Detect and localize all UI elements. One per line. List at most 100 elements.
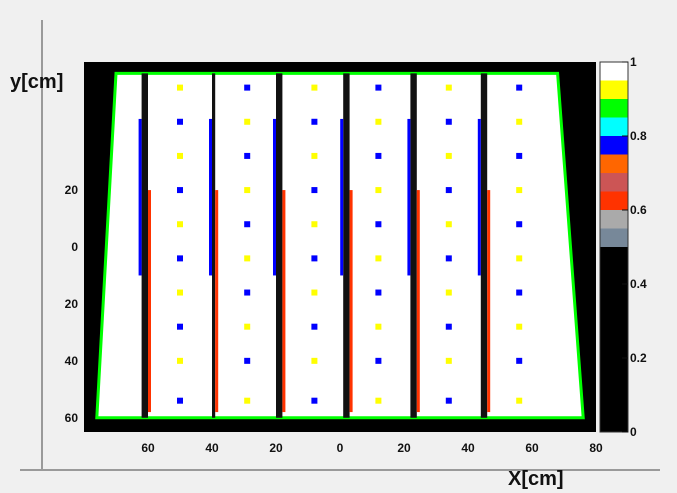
colorbar-band-4 bbox=[600, 136, 628, 155]
colorbar-band-0 bbox=[600, 62, 628, 81]
y-tick-label: 0 bbox=[71, 240, 78, 254]
panel-gap-2 bbox=[212, 73, 216, 418]
spot-r8-c1 bbox=[244, 357, 251, 364]
x-tick-label: 20 bbox=[269, 441, 283, 455]
spot-r9-c5 bbox=[516, 397, 523, 404]
panel-gap-5-left-rim bbox=[407, 118, 411, 276]
colorbar-tick-label: 0.2 bbox=[630, 351, 647, 365]
spot-r2-c1 bbox=[244, 152, 251, 159]
y-tick-label: 20 bbox=[65, 297, 79, 311]
colorbar-tick-label: 0 bbox=[630, 425, 637, 439]
colorbar-tick-label: 0.8 bbox=[630, 129, 647, 143]
panel-gap-1-right-rim bbox=[148, 190, 151, 413]
colorbar-band-5 bbox=[600, 154, 628, 173]
spot-r6-c5 bbox=[516, 289, 523, 296]
spot-r2-c5 bbox=[516, 152, 523, 159]
spot-r3-c2 bbox=[311, 187, 318, 194]
colorbar-band-9 bbox=[600, 228, 628, 247]
spot-r8-c3 bbox=[375, 357, 382, 364]
colorbar-band-2 bbox=[600, 99, 628, 118]
spot-r1-c3 bbox=[375, 118, 382, 125]
spot-r4-c5 bbox=[516, 221, 523, 228]
colorbar-band-8 bbox=[600, 210, 628, 229]
spot-r6-c4 bbox=[445, 289, 452, 296]
x-tick-label: 40 bbox=[205, 441, 219, 455]
spot-r7-c3 bbox=[375, 323, 382, 330]
spot-r1-c0 bbox=[177, 118, 183, 125]
x-tick-label: 40 bbox=[461, 441, 475, 455]
colorbar-tick-label: 0.4 bbox=[630, 277, 647, 291]
spot-r0-c1 bbox=[244, 84, 251, 91]
panel-gap-2-left-rim bbox=[209, 118, 212, 276]
colorbar-band-6 bbox=[600, 173, 628, 192]
spot-r9-c2 bbox=[311, 397, 318, 404]
x-axis-label: X[cm] bbox=[508, 468, 564, 490]
panel-gap-4-right-rim bbox=[349, 190, 353, 413]
spot-r6-c0 bbox=[177, 289, 183, 296]
spot-r5-c3 bbox=[375, 255, 382, 262]
panel-gap-1 bbox=[141, 73, 148, 418]
spot-r8-c0 bbox=[177, 357, 183, 364]
spot-r3-c0 bbox=[177, 187, 183, 194]
colorbar-band-7 bbox=[600, 191, 628, 210]
panel-gap-3-right-rim bbox=[282, 190, 286, 413]
spot-r5-c5 bbox=[516, 255, 523, 262]
panel-gap-6 bbox=[480, 73, 488, 418]
spot-r5-c2 bbox=[311, 255, 318, 262]
panel-gap-6-right-rim bbox=[487, 190, 491, 413]
spot-r7-c5 bbox=[516, 323, 523, 330]
colorbar-tick-label: 1 bbox=[630, 55, 637, 69]
spot-r9-c4 bbox=[445, 397, 452, 404]
colorbar-tick-label: 0.6 bbox=[630, 203, 647, 217]
colorbar-band-10 bbox=[600, 247, 628, 432]
spot-r4-c2 bbox=[311, 221, 318, 228]
spot-r0-c2 bbox=[311, 84, 318, 91]
spot-r2-c4 bbox=[445, 152, 452, 159]
spot-r3-c1 bbox=[244, 187, 251, 194]
spot-r3-c5 bbox=[516, 187, 523, 194]
spot-r2-c3 bbox=[375, 152, 382, 159]
spot-r7-c4 bbox=[445, 323, 452, 330]
spot-r4-c4 bbox=[445, 221, 452, 228]
panel-gap-3 bbox=[276, 73, 283, 418]
spot-r3-c3 bbox=[375, 187, 382, 194]
spot-r2-c2 bbox=[311, 152, 318, 159]
spot-r4-c0 bbox=[177, 221, 183, 228]
y-tick-label: 60 bbox=[65, 411, 79, 425]
spot-r2-c0 bbox=[177, 152, 183, 159]
panel-gap-5 bbox=[410, 73, 417, 418]
y-tick-labels: 20 0 20 40 60 bbox=[65, 183, 79, 425]
x-tick-label: 60 bbox=[525, 441, 539, 455]
spot-r6-c3 bbox=[375, 289, 382, 296]
spot-r9-c3 bbox=[375, 397, 382, 404]
x-tick-label: 0 bbox=[337, 441, 344, 455]
spot-r5-c0 bbox=[177, 255, 183, 262]
colorbar-band-1 bbox=[600, 80, 628, 99]
spot-r1-c1 bbox=[244, 118, 251, 125]
spot-r5-c4 bbox=[445, 255, 452, 262]
spot-r8-c5 bbox=[516, 357, 523, 364]
spot-r3-c4 bbox=[445, 187, 452, 194]
spot-r7-c2 bbox=[311, 323, 318, 330]
spot-r0-c0 bbox=[177, 84, 183, 91]
spot-r7-c0 bbox=[177, 323, 183, 330]
spot-r6-c1 bbox=[244, 289, 251, 296]
spot-r7-c1 bbox=[244, 323, 251, 330]
spot-r8-c2 bbox=[311, 357, 318, 364]
spot-r0-c4 bbox=[445, 84, 452, 91]
x-tick-label: 20 bbox=[397, 441, 411, 455]
efficiency-spots bbox=[177, 84, 523, 404]
panel-gap-4-left-rim bbox=[340, 118, 344, 276]
x-tick-labels: 60 40 20 0 20 40 60 80 bbox=[141, 441, 603, 455]
spot-r1-c5 bbox=[516, 118, 523, 125]
spot-r0-c3 bbox=[375, 84, 382, 91]
panel-gap-5-right-rim bbox=[416, 190, 420, 413]
panel-gap-6-left-rim bbox=[477, 118, 481, 276]
spot-r9-c0 bbox=[177, 397, 183, 404]
panel-gap-4 bbox=[343, 73, 350, 418]
x-tick-label: 80 bbox=[589, 441, 603, 455]
spot-r4-c1 bbox=[244, 221, 251, 228]
x-tick-label: 60 bbox=[141, 441, 155, 455]
